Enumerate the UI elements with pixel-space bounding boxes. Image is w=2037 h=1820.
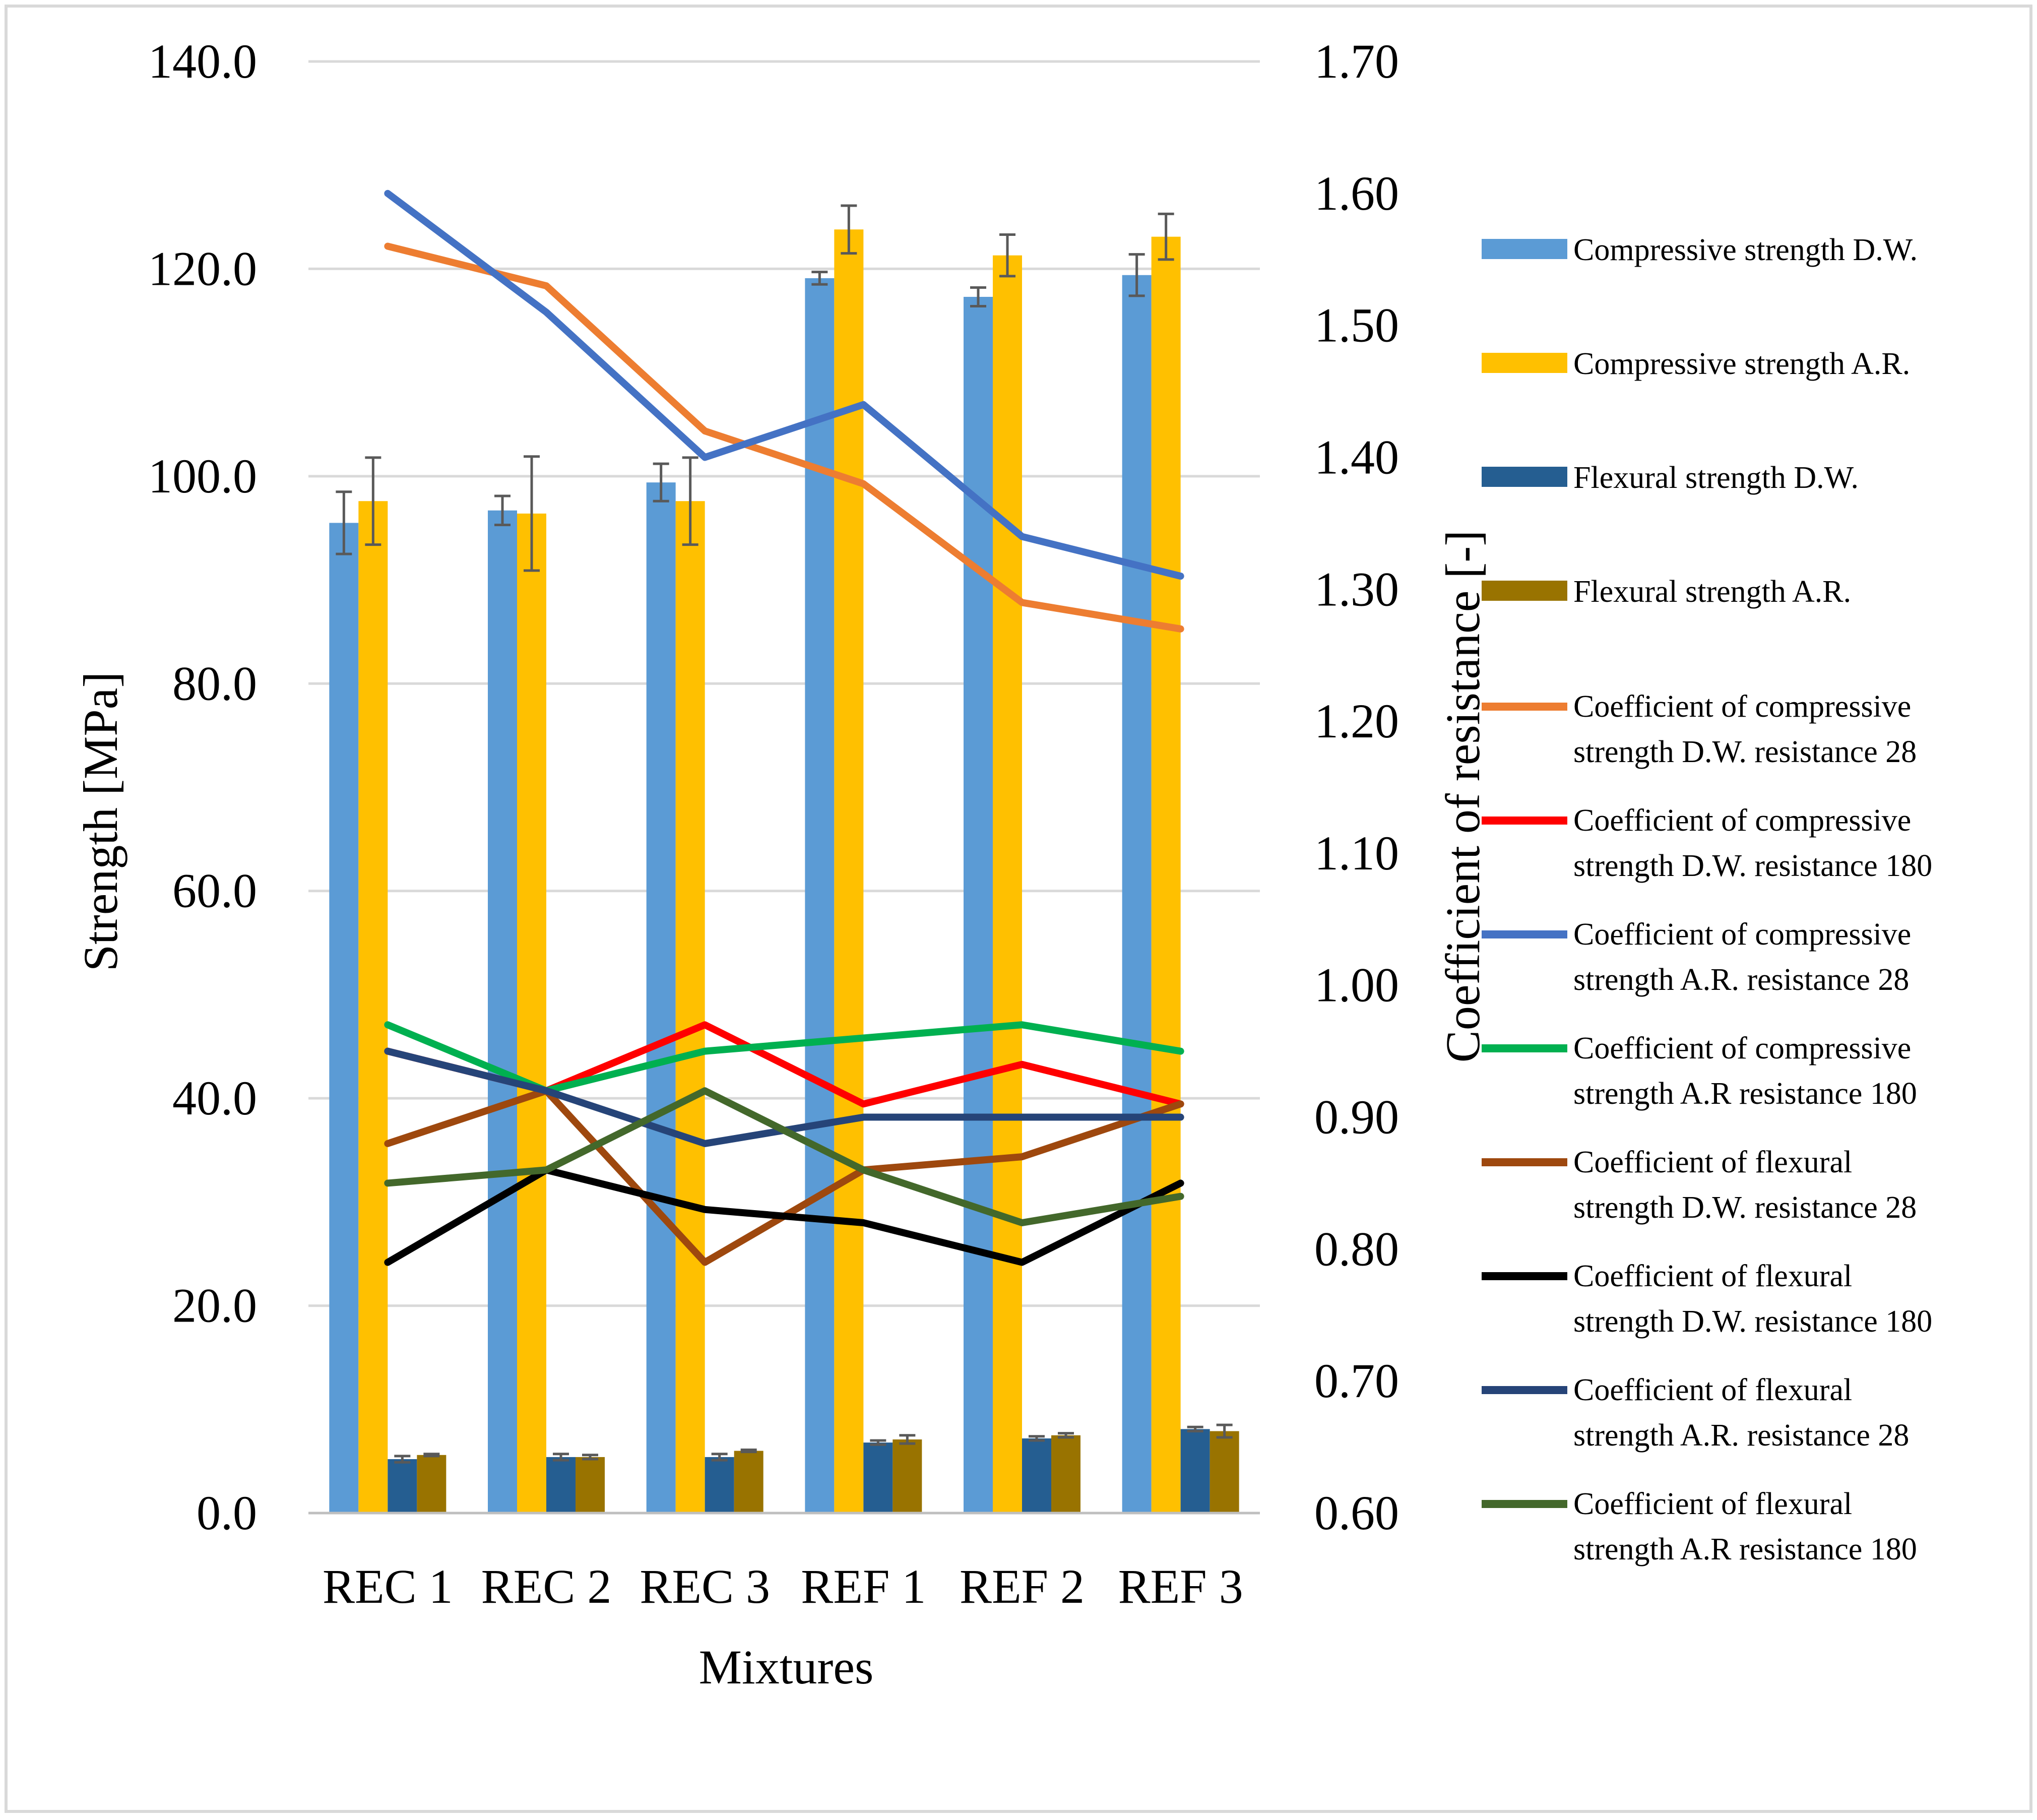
- legend-label: Coefficient of flexural: [1573, 1487, 1852, 1521]
- legend-label: Coefficient of compressive: [1573, 917, 1911, 952]
- x-tick-label: REF 3: [1118, 1559, 1243, 1613]
- legend-label: strength A.R resistance 180: [1573, 1077, 1917, 1111]
- bar: [417, 1455, 447, 1513]
- bar: [893, 1439, 922, 1513]
- bar: [863, 1442, 893, 1513]
- x-tick-label: REC 3: [640, 1559, 770, 1613]
- legend-label: Compressive strength D.W.: [1573, 233, 1918, 267]
- y2-tick-label: 0.70: [1314, 1354, 1399, 1408]
- legend-swatch: [1482, 467, 1567, 487]
- legend-label: strength D.W. resistance 180: [1573, 849, 1932, 883]
- y2-tick-label: 1.00: [1314, 958, 1399, 1012]
- y2-tick-label: 1.60: [1314, 166, 1399, 220]
- y2-tick-label: 1.30: [1314, 562, 1399, 616]
- legend-swatch: [1482, 353, 1567, 373]
- y2-tick-label: 0.80: [1314, 1222, 1399, 1276]
- series-line: [384, 1166, 1184, 1266]
- bar: [834, 229, 864, 1514]
- x-tick-label: REC 1: [323, 1559, 453, 1613]
- y-tick-label: 80.0: [172, 656, 257, 710]
- y-tick-label: 100.0: [148, 449, 257, 503]
- bar: [488, 510, 517, 1513]
- legend-label: Flexural strength D.W.: [1573, 461, 1859, 495]
- x-tick-label: REF 1: [801, 1559, 926, 1613]
- legend-label: strength D.W. resistance 28: [1573, 735, 1917, 769]
- legend-label: strength A.R resistance 180: [1573, 1532, 1917, 1566]
- bar: [705, 1457, 734, 1513]
- legend-label: strength A.R. resistance 28: [1573, 963, 1909, 997]
- legend-label: Coefficient of flexural: [1573, 1145, 1852, 1179]
- bar: [734, 1451, 763, 1513]
- y2-tick-label: 1.70: [1314, 34, 1399, 88]
- y-axis-title: Strength [MPa]: [74, 672, 128, 972]
- bar: [964, 296, 993, 1513]
- legend-label: Flexural strength A.R.: [1573, 575, 1851, 609]
- y-tick-label: 60.0: [172, 864, 257, 918]
- legend-label: Compressive strength A.R.: [1573, 347, 1910, 381]
- x-tick-label: REC 2: [481, 1559, 612, 1613]
- y-tick-label: 20.0: [172, 1279, 257, 1333]
- y-tick-label: 40.0: [172, 1071, 257, 1125]
- bar: [329, 523, 359, 1513]
- bar: [388, 1459, 417, 1513]
- y2-tick-label: 1.50: [1314, 298, 1399, 352]
- y2-axis-title: Coefficient of resistance [-]: [1436, 530, 1490, 1062]
- bar: [993, 255, 1022, 1513]
- bar: [1022, 1438, 1051, 1513]
- axes: Mixtures Strength [MPa] Coefficient of r…: [74, 34, 1490, 1694]
- legend-label: Coefficient of compressive: [1573, 1031, 1911, 1065]
- series-line: [384, 1087, 1184, 1226]
- y2-tick-label: 0.90: [1314, 1090, 1399, 1144]
- y-tick-label: 140.0: [148, 34, 257, 88]
- series-line: [384, 1021, 1184, 1095]
- bar: [517, 513, 546, 1513]
- x-axis-title: Mixtures: [699, 1640, 874, 1694]
- bar: [646, 482, 676, 1514]
- legend-label: strength D.W. resistance 28: [1573, 1190, 1917, 1225]
- legend-label: Coefficient of flexural: [1573, 1259, 1852, 1293]
- y2-tick-label: 1.10: [1314, 826, 1399, 880]
- legend-label: Coefficient of flexural: [1573, 1373, 1852, 1407]
- legend-label: strength A.R. resistance 28: [1573, 1418, 1909, 1453]
- y2-tick-label: 0.60: [1314, 1486, 1399, 1540]
- bars: [329, 204, 1239, 1514]
- bar: [1122, 275, 1152, 1513]
- legend-label: strength D.W. resistance 180: [1573, 1304, 1932, 1339]
- legend-label: Coefficient of compressive: [1573, 689, 1911, 724]
- bar: [546, 1457, 576, 1513]
- bar: [675, 501, 705, 1514]
- y2-tick-label: 1.40: [1314, 430, 1399, 484]
- legend: Compressive strength D.W. Compressive str…: [1482, 233, 1932, 1566]
- y-tick-label: 0.0: [197, 1486, 257, 1540]
- bar: [1051, 1435, 1080, 1513]
- bar: [358, 501, 388, 1514]
- y-tick-label: 120.0: [148, 241, 257, 295]
- series-line: [384, 190, 1184, 580]
- series-lines: [384, 190, 1184, 1266]
- bar: [805, 278, 835, 1513]
- bar: [576, 1457, 605, 1513]
- y2-tick-label: 1.20: [1314, 694, 1399, 748]
- legend-swatch: [1482, 239, 1567, 259]
- legend-swatch: [1482, 581, 1567, 601]
- legend-label: Coefficient of compressive: [1573, 803, 1911, 838]
- x-tick-label: REF 2: [960, 1559, 1085, 1613]
- bar: [1180, 1429, 1210, 1513]
- bar: [1210, 1431, 1239, 1513]
- bar: [1151, 236, 1181, 1513]
- series-line: [384, 242, 1184, 633]
